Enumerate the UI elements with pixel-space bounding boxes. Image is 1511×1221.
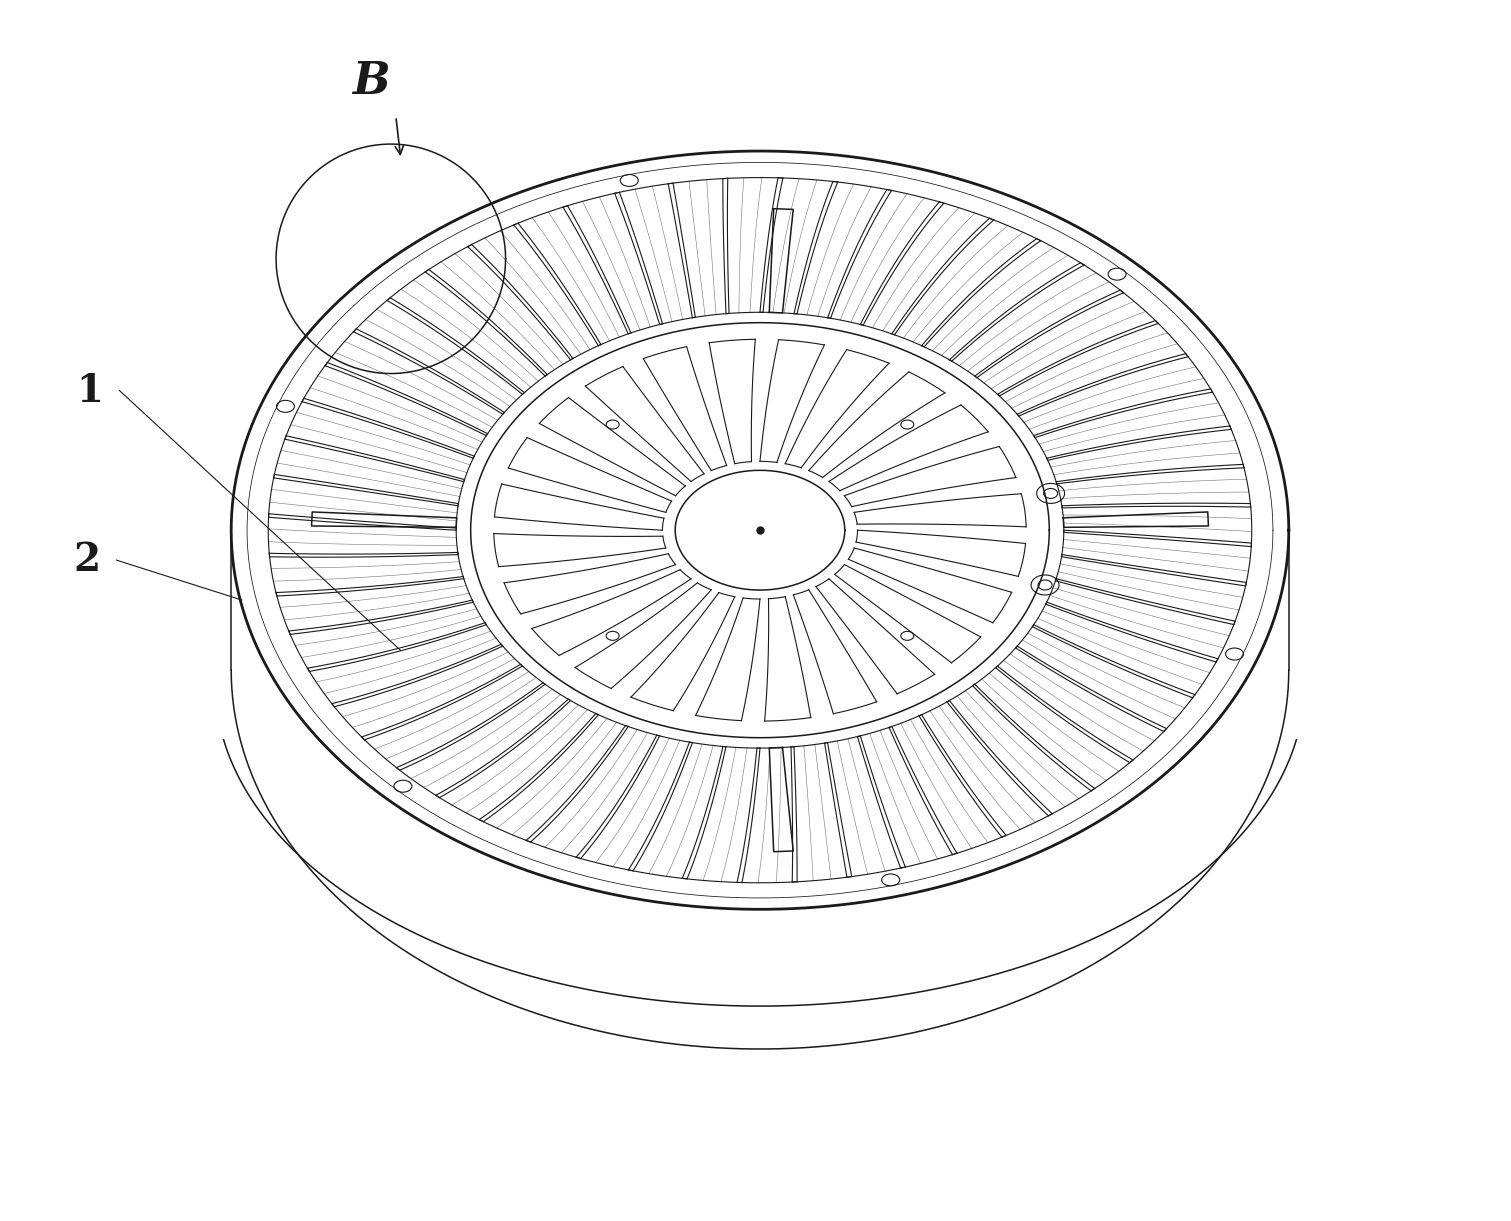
Text: 2: 2 [73,541,100,579]
Text: 1: 1 [76,371,103,409]
Text: B: B [352,60,390,103]
